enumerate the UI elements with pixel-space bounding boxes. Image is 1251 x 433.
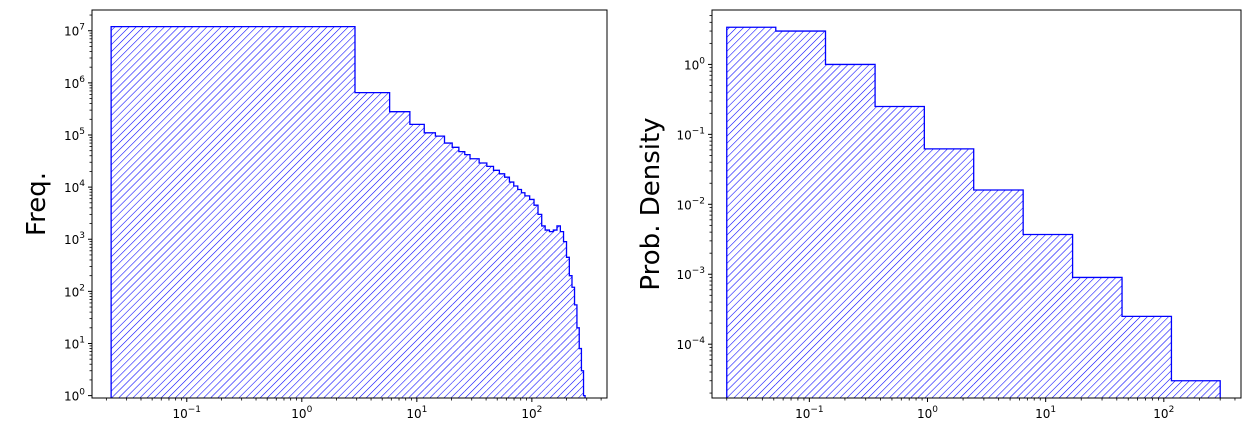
hist-bar-6 xyxy=(1023,234,1073,398)
hist-bar-38 xyxy=(583,395,586,398)
hist-bar-17 xyxy=(513,186,518,398)
hist-bar-25 xyxy=(545,230,550,398)
hist-bar-8 xyxy=(1122,316,1172,398)
hist-bar-0 xyxy=(111,26,355,399)
hist-bar-15 xyxy=(504,177,510,398)
freq-y-axis-label: Freq. xyxy=(22,172,52,236)
x-tick-label: 101 xyxy=(406,405,427,421)
freq-histogram-panel: 100 101 102 103 104 105 106 107 10−1 100 101 102 F… xyxy=(22,9,608,421)
hist-bar-23 xyxy=(538,214,542,398)
hist-outline xyxy=(726,26,1221,398)
y-tick-label: 100 xyxy=(64,388,85,404)
x-tick-label: 100 xyxy=(917,405,938,421)
hist-bar-9 xyxy=(1171,380,1221,398)
hist-bar-21 xyxy=(529,199,535,398)
density-y-ticks: 10−4 10−3 10−2 10−1 100 xyxy=(676,15,712,394)
density-x-ticks: 10−1 100 101 102 xyxy=(726,398,1236,421)
y-tick-label: 107 xyxy=(64,23,85,39)
hist-bar-0 xyxy=(726,27,776,398)
x-tick-label: 100 xyxy=(291,405,312,421)
hist-bar-20 xyxy=(524,195,530,398)
hist-bar-1 xyxy=(775,31,826,398)
hist-bar-6 xyxy=(444,143,453,398)
density-y-axis-label: Prob. Density xyxy=(636,117,666,290)
hist-bar-22 xyxy=(534,205,539,398)
y-tick-label: 105 xyxy=(64,127,85,143)
hist-bar-36 xyxy=(579,348,582,398)
y-tick-label: 10−4 xyxy=(676,336,705,352)
freq-histogram-bars xyxy=(110,25,586,399)
hist-bar-7 xyxy=(1072,277,1123,398)
y-tick-label: 101 xyxy=(64,335,85,351)
hist-bar-3 xyxy=(409,124,425,399)
hist-bar-32 xyxy=(569,275,572,398)
freq-axes xyxy=(91,9,608,399)
y-tick-label: 102 xyxy=(64,283,85,299)
hist-bar-3 xyxy=(875,106,925,399)
hist-bar-27 xyxy=(553,230,557,398)
hist-bar-4 xyxy=(924,148,974,398)
x-tick-label: 102 xyxy=(1153,405,1174,421)
hist-bar-1 xyxy=(354,92,390,399)
hist-bar-5 xyxy=(973,190,1024,398)
hist-bar-8 xyxy=(458,151,465,398)
density-histogram-panel: 10−4 10−3 10−2 10−1 100 10−1 100 101 102 Prob. … xyxy=(636,9,1242,421)
hist-bar-18 xyxy=(517,189,522,398)
hist-bar-19 xyxy=(521,192,525,398)
hist-bar-33 xyxy=(571,287,575,398)
y-tick-label: 106 xyxy=(64,75,85,91)
hist-bar-4 xyxy=(424,132,436,398)
x-tick-label: 10−1 xyxy=(172,405,201,421)
hist-bar-37 xyxy=(581,370,584,398)
x-tick-label: 10−1 xyxy=(795,405,824,421)
hist-bar-10 xyxy=(470,158,480,398)
hist-bar-7 xyxy=(452,147,459,398)
x-tick-label: 101 xyxy=(1035,405,1056,421)
hist-bar-31 xyxy=(566,257,570,398)
hist-bar-24 xyxy=(541,225,546,398)
hist-bar-26 xyxy=(549,231,554,398)
y-tick-label: 10−3 xyxy=(676,266,705,282)
density-histogram-bars xyxy=(726,26,1221,399)
hist-bar-13 xyxy=(493,170,500,398)
hist-bar-34 xyxy=(574,304,577,398)
y-tick-label: 10−2 xyxy=(676,196,705,212)
hist-bar-14 xyxy=(499,173,505,398)
hist-bar-30 xyxy=(563,241,567,398)
x-tick-label: 102 xyxy=(521,405,542,421)
hist-bar-29 xyxy=(560,231,564,398)
hist-bar-2 xyxy=(389,111,410,399)
hist-bar-28 xyxy=(556,225,561,398)
hist-bar-11 xyxy=(479,163,487,398)
y-tick-label: 104 xyxy=(64,179,85,195)
freq-x-ticks: 10−1 100 101 102 xyxy=(105,398,602,421)
y-tick-label: 100 xyxy=(684,56,705,72)
y-tick-label: 10−1 xyxy=(676,126,705,142)
hist-bar-16 xyxy=(509,182,514,398)
hist-outline xyxy=(110,25,586,398)
freq-y-ticks: 100 101 102 103 104 105 106 107 xyxy=(64,14,92,404)
y-tick-label: 103 xyxy=(64,231,85,247)
hist-bar-35 xyxy=(576,327,580,398)
hist-bar-2 xyxy=(825,64,876,399)
axes-frame xyxy=(91,9,608,399)
hist-bar-12 xyxy=(486,166,494,398)
hist-bar-5 xyxy=(435,136,445,398)
hist-bar-9 xyxy=(464,154,471,398)
